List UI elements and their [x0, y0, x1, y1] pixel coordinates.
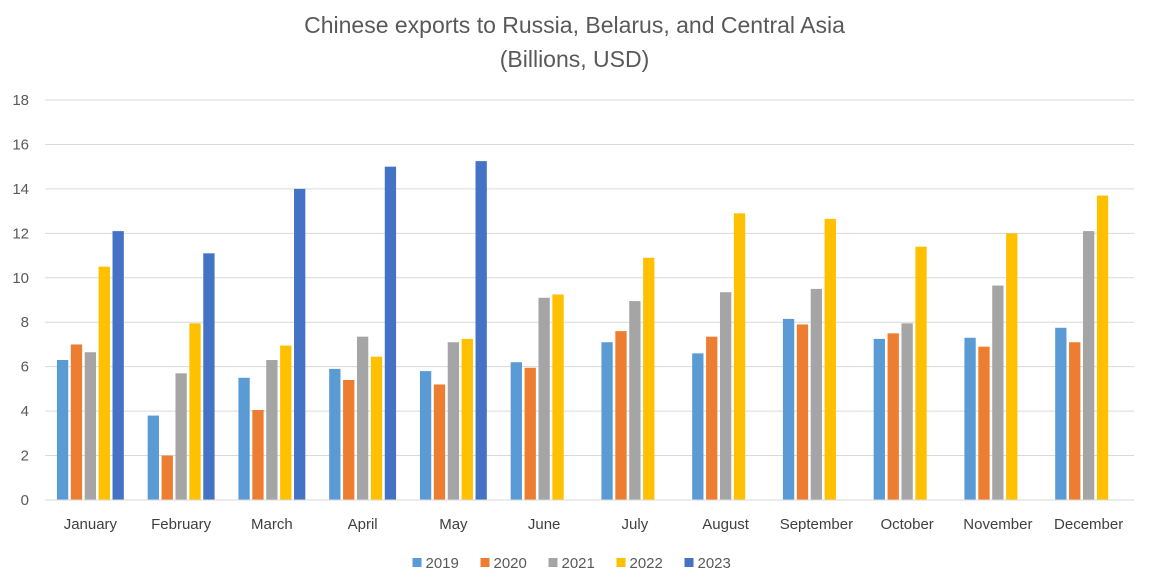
x-tick-label: July: [622, 516, 649, 533]
bar-2019-july: [601, 342, 613, 500]
bar-2021-january: [84, 352, 97, 500]
bar-2020-january: [70, 344, 83, 500]
x-axis-labels: January February March April May June July Augu…: [64, 516, 1124, 533]
legend-label-2019: 2019: [426, 555, 459, 572]
y-axis-ticks: 0 2 4 6 8 10 12 14 16 18: [12, 92, 29, 509]
bar-2022-june: [552, 294, 564, 500]
bar-2020-november: [978, 346, 990, 500]
y-tick-label: 6: [21, 359, 29, 376]
bar-2021-november: [992, 285, 1004, 500]
bar-2023-march: [294, 188, 306, 500]
gridlines: [45, 99, 1134, 457]
bar-2021-april: [356, 336, 369, 500]
bar-2019-march: [238, 377, 250, 500]
legend-label-2020: 2020: [494, 555, 527, 572]
y-tick-label: 2: [21, 448, 29, 465]
bar-2023-may: [475, 161, 487, 500]
legend-label-2021: 2021: [562, 555, 595, 572]
legend-swatch-2023: [684, 558, 694, 567]
bar-2020-february: [161, 455, 173, 500]
x-tick-label: May: [439, 516, 468, 533]
y-tick-label: 12: [12, 225, 29, 242]
bar-2020-june: [524, 367, 536, 500]
x-tick-label: February: [151, 516, 212, 533]
bar-2021-march: [266, 360, 278, 500]
bar-2020-may: [433, 384, 446, 500]
bar-2019-september: [782, 318, 795, 500]
x-tick-label: March: [251, 516, 293, 533]
chart-title: Chinese exports to Russia, Belarus, and …: [304, 12, 845, 38]
bar-2019-april: [329, 368, 341, 500]
legend-swatch-2021: [548, 558, 558, 567]
x-tick-label: December: [1054, 516, 1123, 533]
bar-2020-april: [343, 380, 355, 500]
bar-2022-march: [280, 345, 292, 500]
legend: 2019 2020 2021 2022 2023: [412, 555, 731, 572]
bar-2022-february: [189, 323, 201, 500]
bar-2019-november: [964, 337, 976, 500]
bar-2019-october: [873, 338, 885, 500]
y-tick-label: 4: [21, 403, 29, 420]
bar-2020-march: [252, 410, 264, 500]
bar-2022-january: [98, 266, 110, 500]
x-tick-label: November: [963, 516, 1032, 533]
bar-2022-july: [643, 257, 655, 500]
chart-title-block: Chinese exports to Russia, Belarus, and …: [0, 8, 1149, 76]
bar-2023-april: [384, 166, 397, 500]
bar-2020-october: [887, 333, 899, 500]
bar-2022-september: [824, 218, 836, 500]
bar-2022-november: [1006, 233, 1018, 501]
bar-2020-december: [1069, 342, 1081, 500]
bar-2023-february: [203, 253, 215, 500]
chart-subtitle: (Billions, USD): [499, 46, 650, 72]
bar-2019-june: [510, 362, 522, 500]
bar-2022-october: [915, 246, 927, 500]
bar-2021-december: [1082, 231, 1095, 500]
bar-2019-august: [692, 353, 704, 500]
bar-2022-april: [370, 356, 383, 500]
bar-2023-january: [112, 231, 124, 500]
bar-2021-september: [810, 288, 823, 500]
x-tick-label: June: [528, 516, 561, 533]
y-tick-label: 10: [12, 270, 29, 287]
y-tick-label: 16: [12, 136, 29, 153]
x-tick-label: October: [880, 516, 933, 533]
y-tick-label: 8: [21, 314, 29, 331]
bar-2022-december: [1096, 195, 1109, 501]
bar-2021-february: [175, 373, 187, 500]
x-tick-label: April: [348, 516, 378, 533]
legend-label-2023: 2023: [698, 555, 731, 572]
y-tick-label: 18: [12, 92, 29, 109]
bar-2020-july: [615, 331, 627, 500]
bar-2019-february: [147, 415, 159, 500]
bars: [56, 161, 1109, 501]
bar-2021-may: [447, 342, 460, 500]
bar-2022-may: [461, 338, 473, 500]
bar-2019-january: [56, 360, 69, 500]
bar-2019-december: [1055, 327, 1067, 500]
y-tick-label: 14: [12, 181, 29, 198]
bar-2021-july: [629, 301, 641, 500]
bar-2020-august: [706, 336, 718, 500]
bar-2019-may: [419, 371, 432, 500]
bar-2021-june: [538, 297, 550, 500]
bar-2022-august: [733, 213, 746, 501]
legend-swatch-2020: [480, 558, 490, 567]
legend-swatch-2019: [412, 558, 422, 567]
legend-label-2022: 2022: [630, 555, 663, 572]
x-tick-label: January: [64, 516, 118, 533]
x-tick-label: August: [702, 516, 750, 533]
bar-2021-october: [901, 323, 913, 500]
legend-swatch-2022: [616, 558, 626, 567]
bar-2020-september: [796, 324, 809, 500]
bar-2021-august: [719, 292, 732, 500]
x-tick-label: September: [780, 516, 853, 533]
y-tick-label: 0: [21, 492, 29, 509]
